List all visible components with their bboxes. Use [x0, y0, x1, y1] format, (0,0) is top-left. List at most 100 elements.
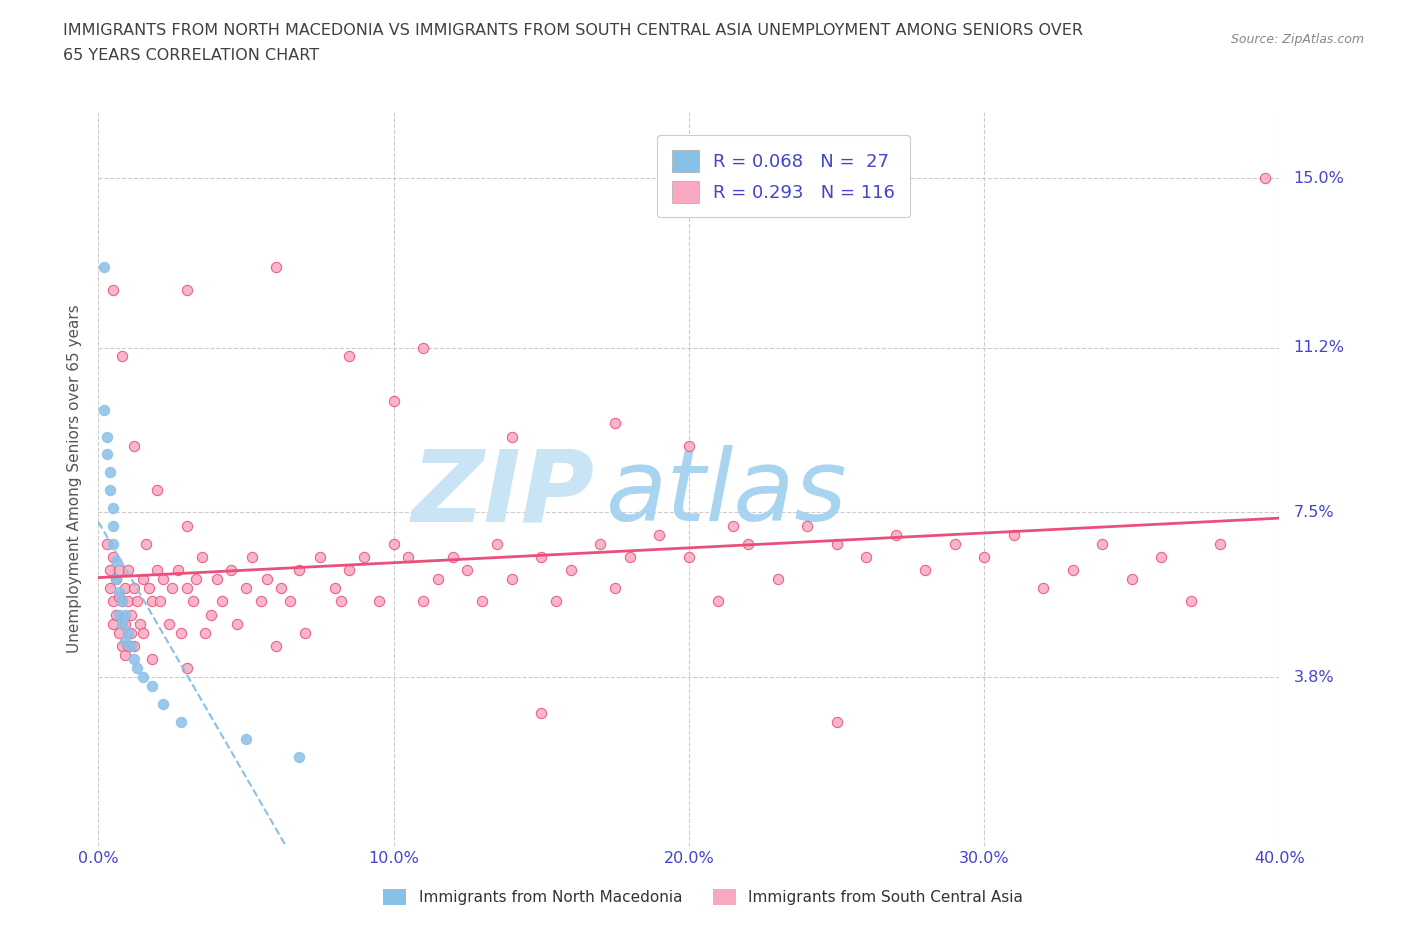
Point [707, 594, 730, 609]
Point [264, 639, 287, 654]
Point [114, 647, 136, 662]
Point [157, 617, 180, 631]
Point [1121, 572, 1143, 587]
Point [125, 594, 148, 609]
Point [103, 617, 125, 631]
Legend: Immigrants from North Macedonia, Immigrants from South Central Asia: Immigrants from North Macedonia, Immigra… [375, 882, 1031, 913]
Point [114, 580, 136, 595]
Point [128, 617, 150, 631]
Point [111, 594, 134, 609]
Point [619, 550, 641, 565]
Point [111, 617, 134, 631]
Text: 65 YEARS CORRELATION CHART: 65 YEARS CORRELATION CHART [63, 48, 319, 63]
Point [398, 550, 420, 565]
Text: 11.2%: 11.2% [1294, 340, 1344, 355]
Point [114, 634, 136, 649]
Point [427, 572, 450, 587]
Point [353, 550, 375, 565]
Point [132, 670, 155, 684]
Point [176, 580, 198, 595]
Y-axis label: Unemployment Among Seniors over 65 years: Unemployment Among Seniors over 65 years [67, 305, 83, 653]
Point [141, 594, 163, 609]
Point [108, 585, 131, 600]
Point [117, 594, 139, 609]
Point [382, 536, 405, 551]
Point [98, 483, 121, 498]
Text: 7.5%: 7.5% [1294, 505, 1334, 520]
Point [457, 563, 479, 578]
Point [294, 625, 316, 640]
Point [152, 697, 174, 711]
Point [120, 625, 142, 640]
Point [530, 705, 553, 720]
Point [605, 416, 627, 431]
Point [221, 563, 243, 578]
Point [288, 750, 311, 764]
Point [1002, 527, 1025, 542]
Point [1032, 580, 1054, 595]
Point [141, 652, 163, 667]
Point [368, 594, 391, 609]
Point [132, 572, 155, 587]
Point [98, 465, 121, 480]
Point [103, 500, 125, 515]
Point [1091, 536, 1114, 551]
Point [98, 563, 121, 578]
Point [167, 563, 190, 578]
Point [120, 607, 142, 622]
Point [96, 447, 118, 462]
Point [176, 660, 198, 675]
Point [135, 536, 157, 551]
Point [122, 639, 145, 654]
Point [114, 617, 136, 631]
Point [471, 594, 494, 609]
Point [973, 550, 995, 565]
Point [1180, 594, 1202, 609]
Point [501, 572, 523, 587]
Point [678, 438, 700, 453]
Point [855, 550, 877, 565]
Point [122, 438, 145, 453]
Point [280, 594, 302, 609]
Point [105, 607, 128, 622]
Point [132, 625, 155, 640]
Point [589, 536, 612, 551]
Point [111, 639, 134, 654]
Point [103, 594, 125, 609]
Point [103, 550, 125, 565]
Text: ZIP: ZIP [412, 445, 595, 542]
Point [108, 590, 131, 604]
Text: 3.8%: 3.8% [1294, 670, 1334, 684]
Legend: R = 0.068   N =  27, R = 0.293   N = 116: R = 0.068 N = 27, R = 0.293 N = 116 [657, 136, 910, 218]
Point [329, 594, 352, 609]
Point [170, 714, 193, 729]
Point [176, 518, 198, 533]
Point [288, 563, 311, 578]
Point [264, 260, 287, 275]
Point [96, 536, 118, 551]
Point [152, 572, 174, 587]
Point [678, 550, 700, 565]
Point [117, 639, 139, 654]
Text: Source: ZipAtlas.com: Source: ZipAtlas.com [1230, 33, 1364, 46]
Point [194, 625, 217, 640]
Point [205, 572, 228, 587]
Point [309, 550, 332, 565]
Point [122, 580, 145, 595]
Point [441, 550, 464, 565]
Point [146, 483, 169, 498]
Point [1254, 171, 1277, 186]
Point [117, 563, 139, 578]
Point [117, 625, 139, 640]
Point [1209, 536, 1232, 551]
Point [108, 563, 131, 578]
Text: IMMIGRANTS FROM NORTH MACEDONIA VS IMMIGRANTS FROM SOUTH CENTRAL ASIA UNEMPLOYME: IMMIGRANTS FROM NORTH MACEDONIA VS IMMIG… [63, 23, 1083, 38]
Point [250, 594, 273, 609]
Point [103, 283, 125, 298]
Point [138, 580, 160, 595]
Point [103, 536, 125, 551]
Point [108, 607, 131, 622]
Point [181, 594, 204, 609]
Point [323, 580, 346, 595]
Point [120, 639, 142, 654]
